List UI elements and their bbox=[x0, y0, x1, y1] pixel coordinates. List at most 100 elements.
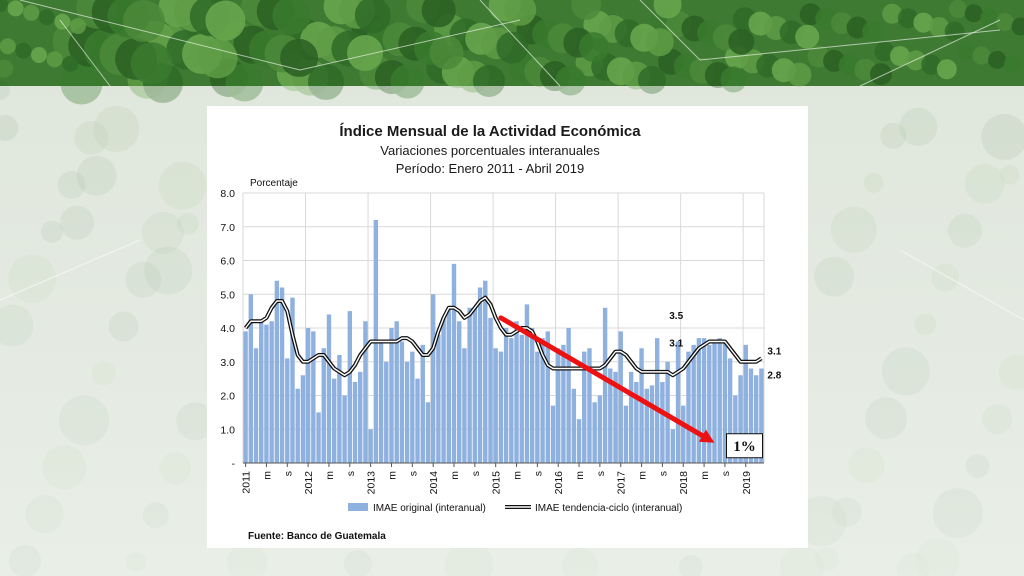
bar bbox=[446, 307, 451, 463]
bar bbox=[384, 361, 389, 463]
tree-crown bbox=[429, 35, 464, 70]
tree-crown bbox=[949, 0, 968, 18]
y-tick-label: 6.0 bbox=[220, 256, 235, 268]
tree-crown bbox=[15, 42, 32, 59]
x-tick-label: s bbox=[657, 471, 669, 476]
y-axis-label: Porcentaje bbox=[250, 178, 298, 189]
arrow-shaft bbox=[498, 315, 705, 439]
bar bbox=[644, 388, 649, 463]
tree-crown bbox=[421, 0, 456, 28]
chart-title: Índice Mensual de la Actividad Económica bbox=[339, 123, 641, 140]
bar bbox=[264, 324, 269, 463]
value-annotation: 2.8 bbox=[767, 371, 781, 382]
bar bbox=[337, 355, 342, 463]
bar bbox=[639, 348, 644, 463]
value-annotation: 3.1 bbox=[767, 346, 781, 357]
bar bbox=[493, 348, 498, 463]
bar bbox=[352, 382, 358, 463]
bar bbox=[311, 331, 316, 463]
bar bbox=[285, 358, 290, 463]
x-tick-label: s bbox=[345, 471, 357, 476]
x-tick-label: m bbox=[512, 471, 524, 480]
x-tick-label: s bbox=[470, 471, 482, 476]
bar bbox=[670, 429, 676, 463]
bar bbox=[430, 294, 436, 463]
source-note: Fuente: Banco de Guatemala bbox=[248, 531, 386, 542]
tree-crown bbox=[0, 59, 14, 78]
bar bbox=[305, 328, 311, 463]
bar bbox=[582, 351, 587, 463]
trend-line-inner bbox=[245, 296, 762, 376]
bar bbox=[389, 328, 394, 463]
chart-subtitle: Variaciones porcentuales interanuales bbox=[380, 143, 600, 158]
annotations: 3.5 3.1 3.1 2.8 bbox=[669, 311, 781, 382]
x-tick-label: m bbox=[386, 471, 398, 480]
x-tick-label: 2017 bbox=[616, 471, 628, 495]
bar bbox=[279, 287, 285, 463]
bar bbox=[722, 341, 728, 463]
bar bbox=[368, 429, 373, 463]
bar bbox=[743, 344, 748, 463]
x-tick-label: s bbox=[407, 471, 419, 476]
bar bbox=[618, 331, 623, 463]
bar bbox=[462, 348, 467, 463]
bar bbox=[634, 382, 639, 463]
bar bbox=[628, 371, 634, 463]
y-tick-label: - bbox=[232, 458, 236, 470]
legend-bar-label: IMAE original (interanual) bbox=[373, 503, 486, 514]
legend: IMAE original (interanual) IMAE tendenci… bbox=[348, 503, 682, 514]
bar bbox=[654, 338, 660, 463]
x-tick-label: 2012 bbox=[303, 471, 315, 495]
y-tick-labels: - 1.0 2.0 3.0 4.0 5.0 6.0 7.0 8.0 bbox=[220, 188, 235, 470]
tree-crown bbox=[905, 50, 926, 71]
y-tick-label: 5.0 bbox=[220, 289, 235, 301]
tree-crown bbox=[354, 0, 391, 34]
bar bbox=[540, 338, 545, 463]
bar bbox=[733, 395, 738, 463]
bar bbox=[566, 328, 571, 463]
legend-bar-swatch bbox=[348, 503, 368, 511]
bar bbox=[587, 348, 592, 463]
tree-crown bbox=[980, 8, 999, 27]
x-tick-label: 2015 bbox=[491, 471, 503, 495]
bar bbox=[404, 361, 410, 463]
bar bbox=[529, 328, 535, 463]
x-tick-label: m bbox=[637, 471, 649, 480]
tree-crown bbox=[645, 28, 674, 57]
tree-crown bbox=[0, 38, 16, 55]
bar bbox=[524, 304, 530, 463]
x-tick-label: 2013 bbox=[366, 471, 378, 495]
bar bbox=[602, 307, 608, 463]
bar bbox=[498, 351, 504, 463]
bar bbox=[545, 331, 550, 463]
tree-crown bbox=[23, 4, 40, 21]
bar bbox=[399, 341, 405, 463]
bar bbox=[675, 341, 681, 463]
tree-crown bbox=[272, 0, 311, 35]
tree-crown bbox=[578, 32, 609, 63]
legend-line-label: IMAE tendencia-ciclo (interanual) bbox=[535, 503, 682, 514]
bar bbox=[457, 321, 462, 463]
arrow-label-box bbox=[726, 433, 764, 459]
tree-crown bbox=[972, 46, 991, 65]
bar bbox=[290, 297, 295, 463]
bar bbox=[738, 375, 743, 463]
bars-original bbox=[243, 220, 764, 463]
tree-crown bbox=[897, 8, 918, 29]
tree-crown bbox=[995, 13, 1014, 32]
value-annotation: 3.1 bbox=[669, 338, 683, 349]
bar bbox=[701, 338, 707, 463]
x-tick-label: s bbox=[532, 471, 544, 476]
bar bbox=[425, 402, 431, 463]
bar bbox=[576, 419, 582, 463]
y-tick-label: 4.0 bbox=[220, 323, 235, 335]
x-tick-label: s bbox=[282, 471, 294, 476]
y-tick-label: 2.0 bbox=[220, 391, 235, 403]
tree-crown bbox=[70, 18, 86, 34]
tree-crown bbox=[913, 12, 934, 33]
bar bbox=[514, 321, 519, 463]
bar bbox=[535, 351, 540, 463]
tree-crown bbox=[0, 0, 8, 12]
tree-crown bbox=[54, 13, 71, 30]
